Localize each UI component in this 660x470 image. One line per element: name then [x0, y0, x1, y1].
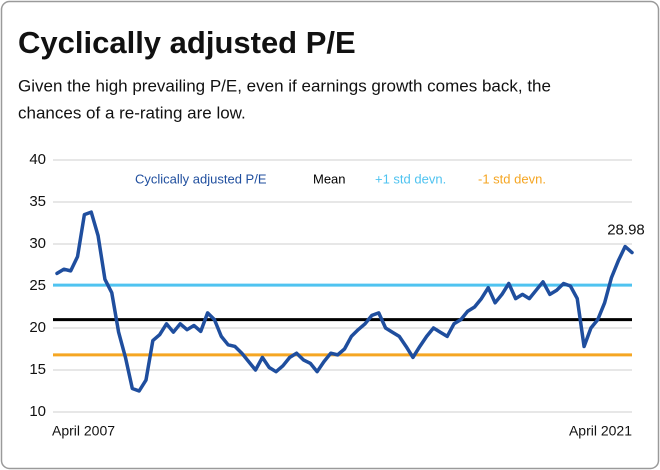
legend-entry: +1 std devn. — [375, 171, 446, 186]
legend-entry: -1 std devn. — [478, 171, 546, 186]
subtitle: chances of a re-rating are low. — [18, 103, 246, 122]
y-tick-label: 20 — [29, 319, 46, 336]
y-tick-label: 35 — [29, 193, 46, 210]
y-tick-label: 25 — [29, 277, 46, 294]
x-tick-label: April 2007 — [52, 423, 115, 439]
x-tick-label: April 2021 — [569, 423, 632, 439]
y-tick-label: 10 — [29, 403, 46, 420]
legend-entry: Cyclically adjusted P/E — [135, 171, 267, 186]
subtitle: Given the high prevailing P/E, even if e… — [18, 76, 551, 95]
legend-entry: Mean — [313, 171, 346, 186]
y-tick-label: 40 — [29, 151, 46, 168]
chart-title: Cyclically adjusted P/E — [18, 25, 356, 60]
y-tick-label: 30 — [29, 235, 46, 252]
y-tick-label: 15 — [29, 361, 46, 378]
data-label: 28.98 — [607, 222, 645, 239]
series-line — [55, 210, 634, 393]
